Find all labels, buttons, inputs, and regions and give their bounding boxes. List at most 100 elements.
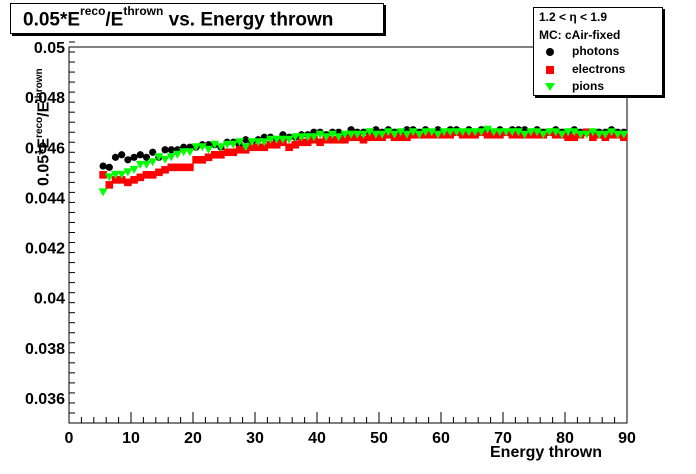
- pions-point: [222, 140, 232, 149]
- photons-point: [124, 156, 132, 164]
- pions-point: [507, 128, 517, 137]
- pions-point: [266, 135, 275, 144]
- pions-point: [532, 128, 542, 137]
- electrons-point: [483, 130, 492, 139]
- electrons-point: [179, 163, 188, 172]
- y-title-sup-reco: reco: [34, 116, 45, 138]
- electrons-point: [124, 178, 132, 187]
- photons-point: [99, 162, 107, 170]
- y-axis: 0.036 0.038 0.04 0.042 0.044 0.046 0.048 0.05: [25, 40, 75, 424]
- photons-point: [136, 151, 144, 159]
- pions-point: [204, 145, 213, 154]
- electrons-point: [285, 143, 293, 152]
- y-tick-label: 0.038: [25, 341, 65, 358]
- electrons-point: [111, 176, 120, 184]
- electrons-point: [130, 176, 138, 184]
- pions-point: [253, 138, 263, 147]
- electrons-point: [235, 145, 244, 154]
- title-mid: /E: [105, 9, 124, 31]
- pions-point: [228, 140, 238, 149]
- title-suffix: vs. Energy thrown: [163, 9, 334, 31]
- pions-point: [259, 138, 269, 147]
- data-marks: [98, 125, 629, 197]
- photons-point: [242, 136, 250, 144]
- photons-point: [111, 153, 120, 161]
- x-axis: 0 10 20 30 40 50 60 70 80 90: [65, 412, 636, 447]
- pions-point: [297, 133, 306, 142]
- pions-point: [445, 128, 455, 137]
- pions-point: [315, 130, 325, 139]
- electrons-point: [248, 143, 256, 152]
- y-tick-label: 0.048: [25, 90, 65, 107]
- electrons-point: [173, 163, 182, 172]
- electrons-point: [105, 181, 114, 189]
- pions-point: [197, 143, 207, 152]
- pions-point: [371, 130, 381, 139]
- electrons-point: [254, 143, 262, 152]
- electrons-point: [570, 133, 579, 142]
- pions-point: [173, 150, 182, 159]
- pions-point: [185, 148, 195, 157]
- pions-point: [613, 130, 623, 139]
- pions-point: [359, 130, 368, 139]
- electrons-point: [142, 171, 151, 179]
- x-tick-label: 10: [122, 430, 140, 447]
- pions-point: [408, 128, 418, 137]
- pions-point: [216, 143, 226, 152]
- photons-marker-icon: [546, 48, 554, 56]
- electrons-point: [136, 173, 145, 182]
- chart-title: 0.05*Ereco/Ethrown vs. Energy thrown: [23, 4, 334, 31]
- pions-point: [241, 143, 251, 152]
- pions-point: [470, 128, 480, 137]
- electrons-point: [341, 135, 349, 144]
- photons-point: [167, 146, 175, 154]
- x-axis-title: Energy thrown: [490, 444, 603, 461]
- electrons-point: [148, 171, 157, 179]
- pions-point: [272, 135, 282, 144]
- y-tick-label: 0.046: [25, 140, 65, 157]
- x-tick-label: 30: [246, 430, 264, 447]
- electrons-point: [167, 163, 176, 172]
- x-tick-label: 90: [618, 430, 636, 447]
- pions-point: [514, 128, 523, 137]
- electrons-point: [365, 133, 374, 142]
- pions-point: [166, 153, 176, 162]
- legend: 1.2 < η < 1.9 MC: cAir-fixed photons ele…: [533, 7, 663, 96]
- pions-point: [142, 160, 151, 169]
- photons-point: [142, 153, 151, 161]
- legend-label-photons: photons: [572, 44, 620, 58]
- x-tick-label: 60: [432, 430, 450, 447]
- electrons-point: [192, 156, 200, 164]
- photons-point: [149, 148, 157, 156]
- pions-point: [396, 128, 406, 137]
- electrons-point: [297, 138, 306, 147]
- electrons-point: [260, 143, 269, 152]
- legend-subheader: MC: cAir-fixed: [539, 28, 621, 42]
- pions-point: [414, 130, 424, 139]
- pions-point: [619, 130, 629, 139]
- photons-point: [161, 146, 169, 154]
- pions-point: [464, 128, 474, 137]
- pions-point: [135, 160, 145, 169]
- legend-entry-electrons: electrons: [539, 62, 659, 78]
- legend-entry-photons: photons: [539, 44, 659, 60]
- x-tick-label: 50: [370, 430, 388, 447]
- pions-point: [129, 165, 139, 174]
- electrons-point: [589, 133, 597, 142]
- plot-frame: [68, 46, 628, 424]
- pions-point: [247, 138, 257, 147]
- pions-point: [421, 128, 430, 137]
- chart-title-box: 0.05*Ereco/Ethrown vs. Energy thrown: [10, 3, 384, 34]
- y-tick-label: 0.036: [25, 391, 65, 408]
- x-tick-label: 20: [184, 430, 202, 447]
- pions-point: [104, 173, 114, 182]
- electrons-point: [99, 171, 107, 179]
- pions-point: [352, 130, 362, 139]
- pions-point: [284, 135, 294, 144]
- y-tick-label: 0.042: [25, 241, 65, 258]
- electrons-marker-icon: [546, 66, 554, 74]
- pions-point: [427, 128, 437, 137]
- legend-label-pions: pions: [572, 79, 604, 93]
- pions-point: [303, 133, 313, 142]
- title-sup-reco: reco: [80, 4, 106, 18]
